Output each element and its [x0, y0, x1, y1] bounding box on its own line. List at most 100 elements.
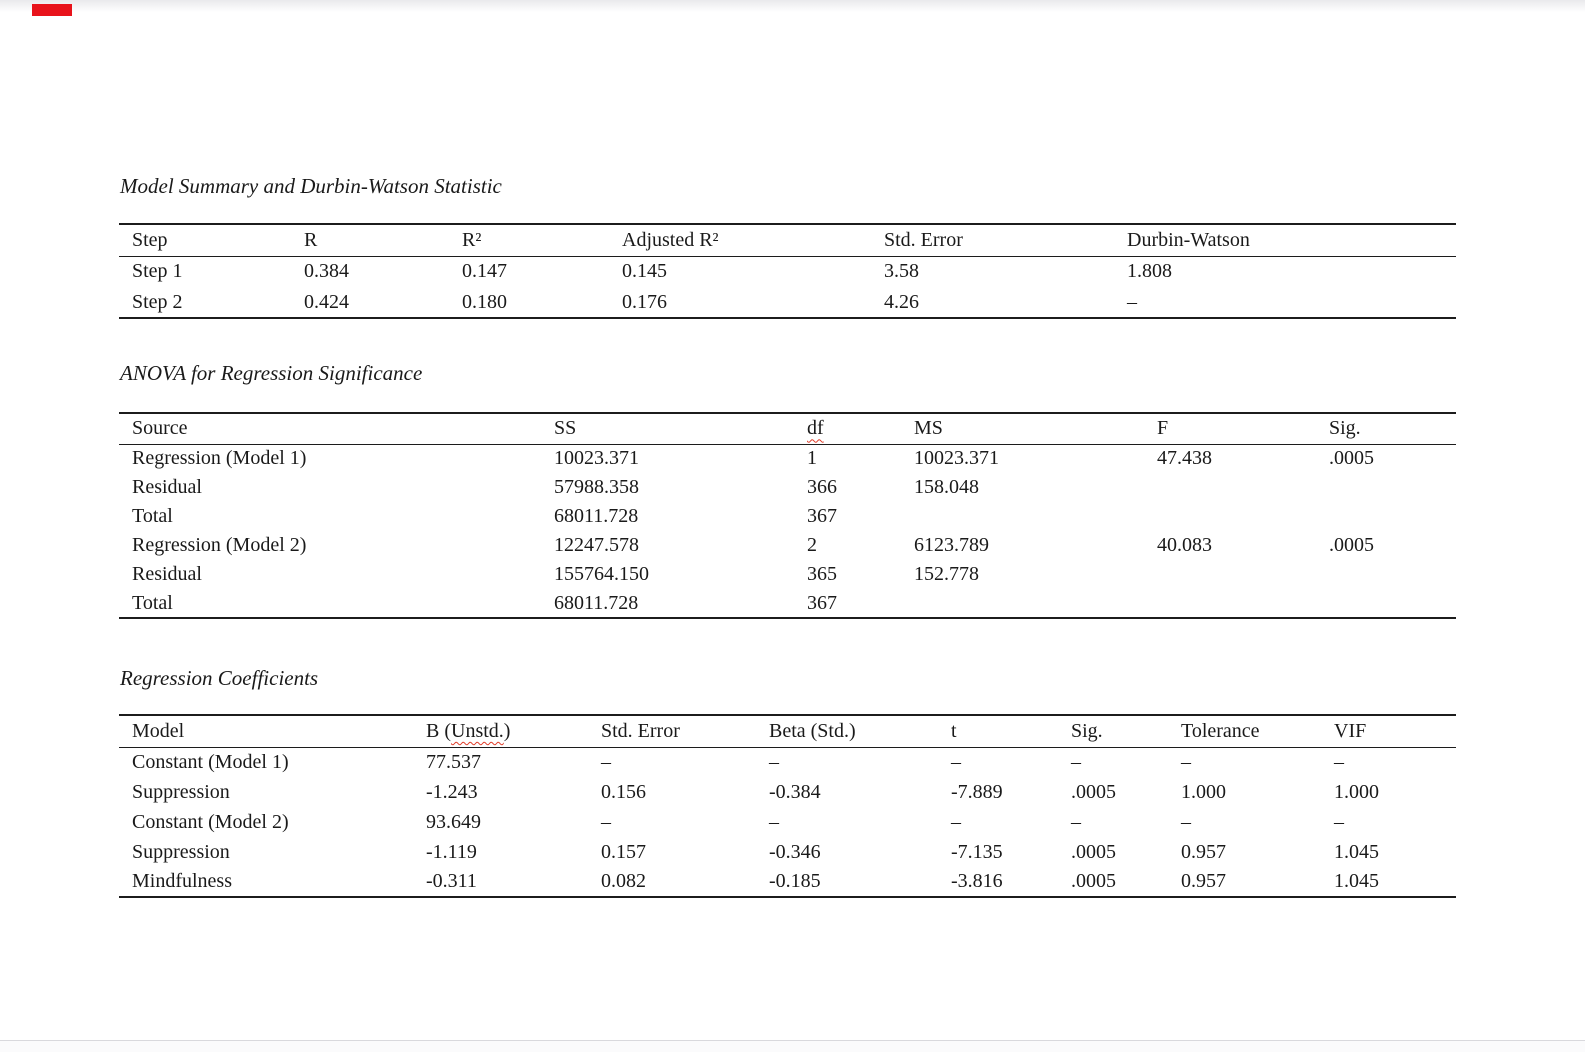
table-cell: 155764.150: [554, 563, 649, 585]
table-cell: 1: [807, 447, 817, 470]
table-cell: Regression (Model 2): [132, 534, 307, 556]
table-cell: [1144, 473, 1316, 502]
table-cell: -7.889: [951, 780, 1003, 803]
table-row: Residual 57988.358 366 158.048: [119, 473, 1456, 502]
header-row: Source SS df MS F Sig.: [119, 413, 1456, 445]
table-cell: 1.045: [1334, 870, 1379, 892]
column-header: MS: [901, 413, 1144, 445]
column-header: Std. Error: [871, 224, 1114, 257]
table-cell: 0.082: [601, 870, 646, 892]
table-cell: 0.157: [601, 840, 646, 863]
table-cell: Total: [132, 591, 173, 614]
column-header: Sig.: [1316, 413, 1456, 445]
column-header: Sig.: [1058, 715, 1168, 748]
table-cell: 77.537: [426, 750, 481, 773]
table-cell: -7.135: [951, 840, 1003, 863]
header-text: B (: [426, 719, 451, 742]
table-cell: -0.384: [769, 780, 821, 803]
table-cell: [901, 502, 1144, 531]
table-cell: Total: [132, 505, 173, 527]
table-cell: 0.176: [622, 290, 667, 313]
table-row: Mindfulness -0.311 0.082 -0.185 -3.816 .…: [119, 867, 1456, 897]
table-cell: 0.145: [622, 260, 667, 283]
table-cell: Step 1: [132, 260, 183, 283]
table-cell: 1.045: [1334, 840, 1379, 863]
table-cell: -3.816: [951, 870, 1003, 892]
column-header: R²: [449, 224, 609, 257]
table-row: Regression (Model 2) 12247.578 2 6123.78…: [119, 531, 1456, 560]
table-cell: –: [1334, 810, 1344, 833]
table-cell: -1.119: [426, 840, 477, 863]
red-annotation-marker: [32, 4, 72, 16]
table-row: Suppression -1.119 0.157 -0.346 -7.135 .…: [119, 837, 1456, 867]
table-cell: 68011.728: [554, 591, 639, 614]
window-top-edge: [0, 0, 1585, 12]
table-cell: –: [951, 750, 961, 773]
table-cell: 10023.371: [554, 447, 639, 470]
table-cell: [1144, 589, 1316, 618]
table-cell: –: [1071, 810, 1081, 833]
column-header: Step: [119, 224, 291, 257]
table-cell: –: [601, 750, 611, 773]
header-text: ): [503, 719, 511, 742]
table-cell: 0.957: [1181, 870, 1226, 892]
table-cell: 1.000: [1181, 780, 1226, 803]
page-bottom-divider: [0, 1040, 1585, 1041]
column-header: Durbin-Watson: [1114, 224, 1456, 257]
column-header: df: [794, 413, 901, 445]
table-row: Suppression -1.243 0.156 -0.384 -7.889 .…: [119, 777, 1456, 807]
spellcheck-underlined-text: df: [807, 417, 824, 440]
table-cell: –: [1181, 810, 1191, 833]
table-cell: 0.384: [304, 260, 349, 283]
table-cell: Suppression: [132, 840, 230, 863]
table-cell: .0005: [1071, 840, 1116, 863]
table-cell: –: [951, 810, 961, 833]
table-cell: 2: [807, 534, 817, 556]
table-cell: Constant (Model 1): [132, 750, 289, 773]
column-header: Beta (Std.): [756, 715, 938, 748]
table-cell: [1316, 473, 1456, 502]
table-cell: 0.147: [462, 260, 507, 283]
table-cell: 365: [807, 563, 837, 585]
column-header: F: [1144, 413, 1316, 445]
table-cell: [901, 589, 1144, 618]
table-row: Total 68011.728 367: [119, 502, 1456, 531]
table-cell: –: [1334, 750, 1344, 773]
column-header: Source: [119, 413, 541, 445]
table-cell: 0.424: [304, 290, 349, 313]
table-row: Total 68011.728 367: [119, 589, 1456, 618]
table-cell: 158.048: [914, 476, 979, 498]
table-row: Constant (Model 2) 93.649 – – – – – –: [119, 807, 1456, 837]
table-cell: 1.000: [1334, 780, 1379, 803]
table-cell: [1316, 589, 1456, 618]
table-cell: 10023.371: [914, 447, 999, 470]
model-summary-table: Step R R² Adjusted R² Std. Error Durbin-…: [119, 223, 1456, 319]
table-cell: 367: [807, 591, 837, 614]
table-cell: .0005: [1071, 870, 1116, 892]
table-cell: [1316, 502, 1456, 531]
column-header: R: [291, 224, 449, 257]
table-cell: 93.649: [426, 810, 481, 833]
table-cell: 12247.578: [554, 534, 639, 556]
table-cell: Step 2: [132, 290, 183, 313]
table-cell: –: [1127, 290, 1137, 313]
table-cell: –: [769, 750, 779, 773]
column-header: Tolerance: [1168, 715, 1321, 748]
table-row: Residual 155764.150 365 152.778: [119, 560, 1456, 589]
table-cell: Mindfulness: [132, 870, 232, 892]
table-cell: [1144, 560, 1316, 589]
table-cell: 68011.728: [554, 505, 639, 527]
table-cell: -0.311: [426, 870, 477, 892]
column-header: Std. Error: [588, 715, 756, 748]
column-header: VIF: [1321, 715, 1456, 748]
window-bottom-edge: [0, 1041, 1585, 1052]
column-header: Adjusted R²: [609, 224, 871, 257]
table-cell: -0.185: [769, 870, 821, 892]
table-cell: 0.156: [601, 780, 646, 803]
table-cell: 1.808: [1127, 260, 1172, 283]
table-cell: Suppression: [132, 780, 230, 803]
table-title-coefficients: Regression Coefficients: [120, 666, 319, 690]
table-cell: .0005: [1329, 447, 1374, 470]
header-row: Model B (Unstd.) Std. Error Beta (Std.) …: [119, 715, 1456, 748]
